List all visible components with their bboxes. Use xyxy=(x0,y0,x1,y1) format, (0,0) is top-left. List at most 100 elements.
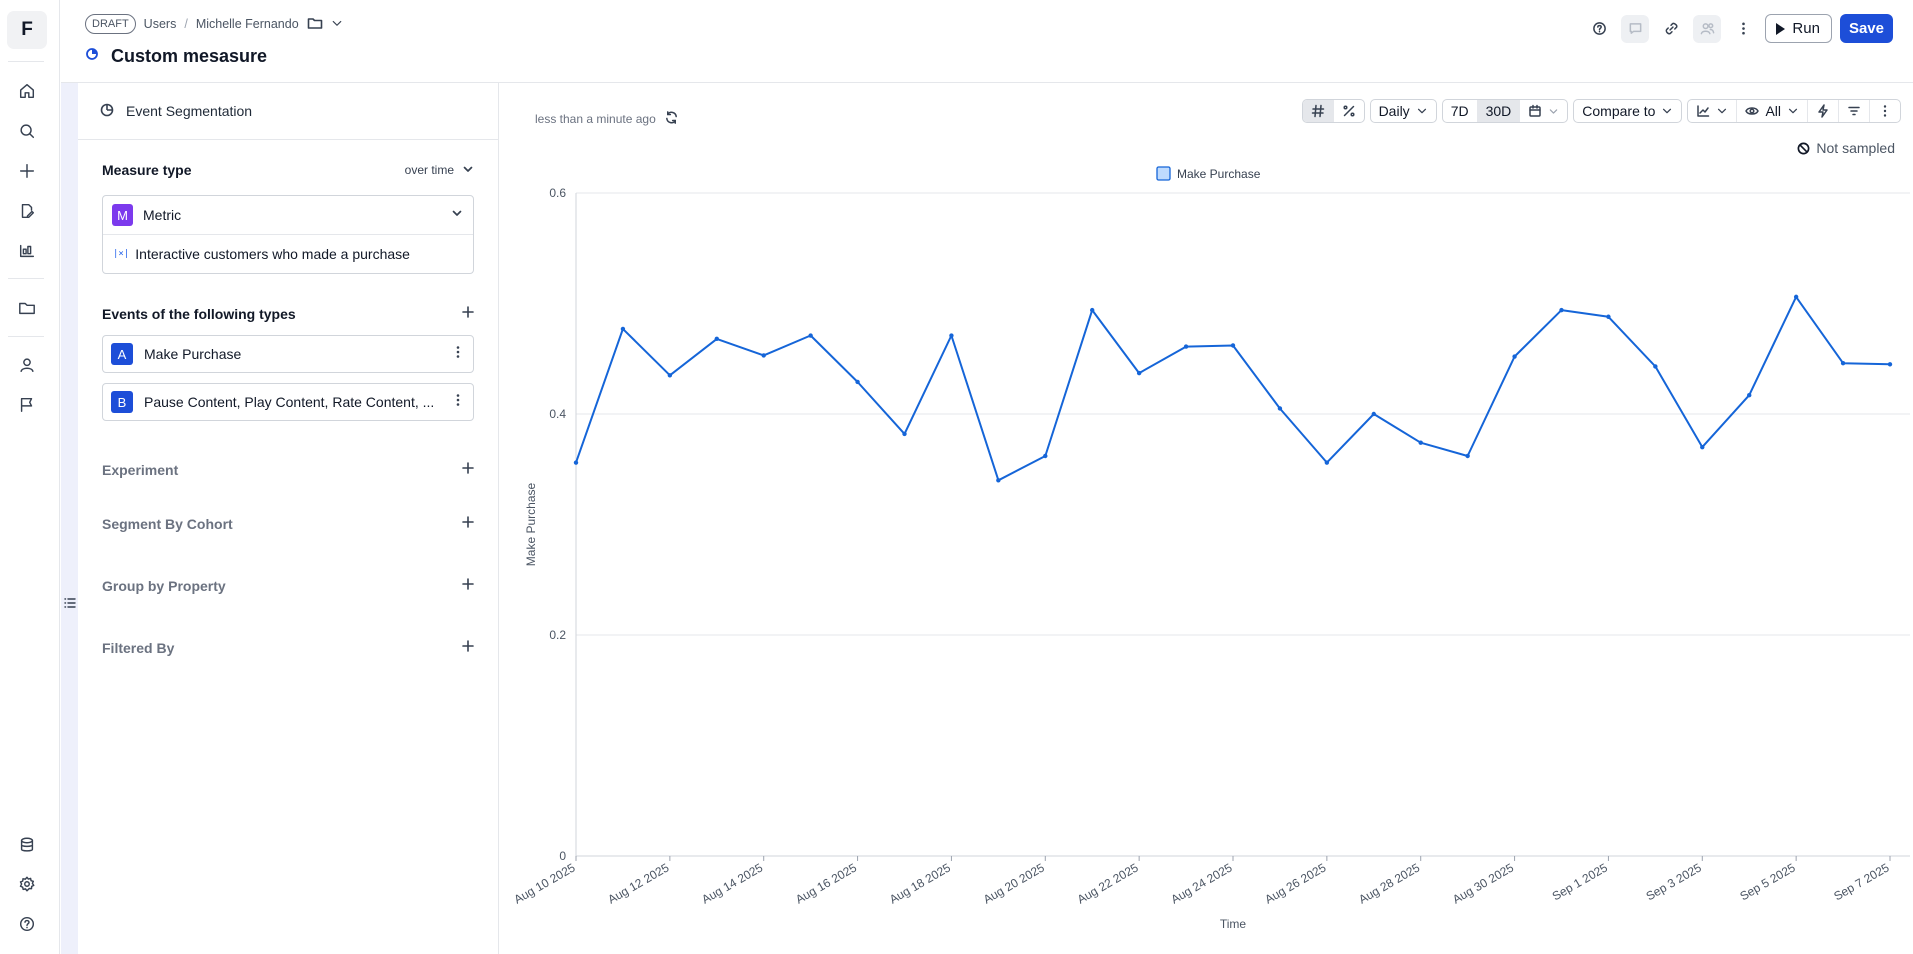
x-axis-label: Time xyxy=(1220,917,1247,931)
folder-icon[interactable] xyxy=(17,298,37,318)
flag-icon[interactable] xyxy=(17,395,37,415)
data-point[interactable] xyxy=(1747,393,1752,398)
event-badge: A xyxy=(111,343,133,365)
edit-document-icon[interactable] xyxy=(17,201,37,221)
data-point[interactable] xyxy=(1324,460,1330,465)
calendar-icon xyxy=(1529,104,1542,117)
chart-type-dropdown[interactable] xyxy=(1688,100,1736,122)
save-button[interactable]: Save xyxy=(1839,14,1893,43)
data-point[interactable] xyxy=(902,431,907,437)
x-tick-label: Aug 24 2025 xyxy=(1169,860,1235,906)
breadcrumb-owner[interactable]: Michelle Fernando xyxy=(195,17,299,31)
user-icon[interactable] xyxy=(17,355,37,375)
data-point[interactable] xyxy=(714,336,719,342)
y-axis-label: Make Purchase xyxy=(524,482,538,566)
more-options-icon[interactable] xyxy=(1729,15,1757,43)
help-icon[interactable] xyxy=(17,914,37,934)
formula-icon: |×| xyxy=(113,249,130,259)
data-point[interactable] xyxy=(1136,370,1142,376)
data-point[interactable] xyxy=(855,379,860,385)
range-7d-button[interactable]: 7D xyxy=(1450,103,1469,119)
data-point[interactable] xyxy=(1465,453,1470,459)
event-item[interactable]: B Pause Content, Play Content, Rate Cont… xyxy=(102,383,474,421)
event-badge: B xyxy=(111,391,133,413)
data-point[interactable] xyxy=(808,333,813,338)
experiment-section[interactable]: Experiment xyxy=(102,461,474,479)
number-format-icon[interactable] xyxy=(1302,100,1333,122)
list-icon[interactable] xyxy=(64,596,76,608)
data-point[interactable] xyxy=(1512,354,1517,359)
search-icon[interactable] xyxy=(17,121,37,141)
more-options-icon[interactable] xyxy=(451,393,465,412)
data-point[interactable] xyxy=(1653,364,1658,369)
run-button[interactable]: Run xyxy=(1765,14,1832,43)
data-point[interactable] xyxy=(1793,294,1799,300)
data-point[interactable] xyxy=(1887,362,1893,367)
visibility-value: All xyxy=(1765,103,1781,119)
add-group-icon[interactable] xyxy=(462,577,474,595)
plus-icon[interactable] xyxy=(17,161,37,181)
measure-mode-dropdown[interactable]: over time xyxy=(405,163,474,178)
data-point[interactable] xyxy=(667,373,673,378)
settings-icon[interactable] xyxy=(17,874,37,894)
legend-label[interactable]: Make Purchase xyxy=(1177,167,1261,181)
chevron-down-icon[interactable] xyxy=(331,17,343,32)
panel-collapse-strip[interactable] xyxy=(61,83,78,954)
y-tick-label: 0.2 xyxy=(549,628,566,642)
data-point[interactable] xyxy=(1230,343,1236,348)
data-point[interactable] xyxy=(573,460,579,465)
folder-icon[interactable] xyxy=(307,15,323,34)
dashboard-icon[interactable] xyxy=(17,241,37,261)
sampling-text: Not sampled xyxy=(1816,140,1895,156)
add-event-icon[interactable] xyxy=(462,305,474,323)
breadcrumb-users[interactable]: Users xyxy=(143,17,177,31)
series-line-make-purchase[interactable] xyxy=(575,295,1891,482)
data-point[interactable] xyxy=(1183,344,1189,349)
percent-format-icon[interactable] xyxy=(1332,100,1364,122)
data-point[interactable] xyxy=(761,353,766,358)
analysis-type-header[interactable]: Event Segmentation xyxy=(78,83,498,140)
database-icon[interactable] xyxy=(17,835,37,855)
metric-description-row[interactable]: |×| Interactive customers who made a pur… xyxy=(103,235,473,273)
data-point[interactable] xyxy=(1371,411,1376,417)
data-point[interactable] xyxy=(949,333,954,338)
help-icon[interactable] xyxy=(1585,15,1613,43)
data-point[interactable] xyxy=(1418,440,1423,445)
data-point[interactable] xyxy=(1090,307,1095,313)
calendar-dropdown[interactable] xyxy=(1519,100,1567,122)
data-point[interactable] xyxy=(1559,307,1564,313)
filter-section[interactable]: Filtered By xyxy=(102,639,474,657)
more-options-icon[interactable] xyxy=(1869,100,1900,122)
add-filter-icon[interactable] xyxy=(462,639,474,657)
data-point[interactable] xyxy=(1840,360,1846,366)
lightning-icon[interactable] xyxy=(1807,100,1838,122)
app-logo[interactable]: F xyxy=(7,11,47,49)
share-users-icon[interactable] xyxy=(1693,14,1722,43)
home-icon[interactable] xyxy=(17,81,37,101)
data-point[interactable] xyxy=(1700,444,1705,450)
metric-dropdown[interactable]: M Metric xyxy=(103,196,473,235)
metric-selector: M Metric |×| Interactive customers who m… xyxy=(102,195,474,274)
refresh-icon[interactable] xyxy=(664,110,679,128)
segment-section[interactable]: Segment By Cohort xyxy=(102,515,474,533)
comment-icon[interactable] xyxy=(1621,14,1650,43)
data-point[interactable] xyxy=(1277,406,1283,411)
event-item[interactable]: A Make Purchase xyxy=(102,335,474,373)
data-point[interactable] xyxy=(1606,314,1611,319)
link-icon[interactable] xyxy=(1657,15,1685,43)
add-segment-icon[interactable] xyxy=(462,515,474,533)
rail-divider xyxy=(8,61,44,62)
events-label: Events of the following types xyxy=(102,306,296,322)
data-point[interactable] xyxy=(996,478,1001,483)
filter-lines-icon[interactable] xyxy=(1838,100,1869,122)
visibility-dropdown[interactable]: All xyxy=(1736,100,1807,122)
add-experiment-icon[interactable] xyxy=(462,461,474,479)
page-title[interactable]: Custom mesasure xyxy=(111,46,268,66)
compare-dropdown[interactable]: Compare to xyxy=(1573,99,1683,123)
more-options-icon[interactable] xyxy=(451,345,465,364)
data-point[interactable] xyxy=(620,326,626,332)
interval-dropdown[interactable]: Daily xyxy=(1369,99,1437,123)
data-point[interactable] xyxy=(1043,453,1048,459)
group-by-section[interactable]: Group by Property xyxy=(102,577,474,595)
range-30d-button[interactable]: 30D xyxy=(1476,100,1520,122)
